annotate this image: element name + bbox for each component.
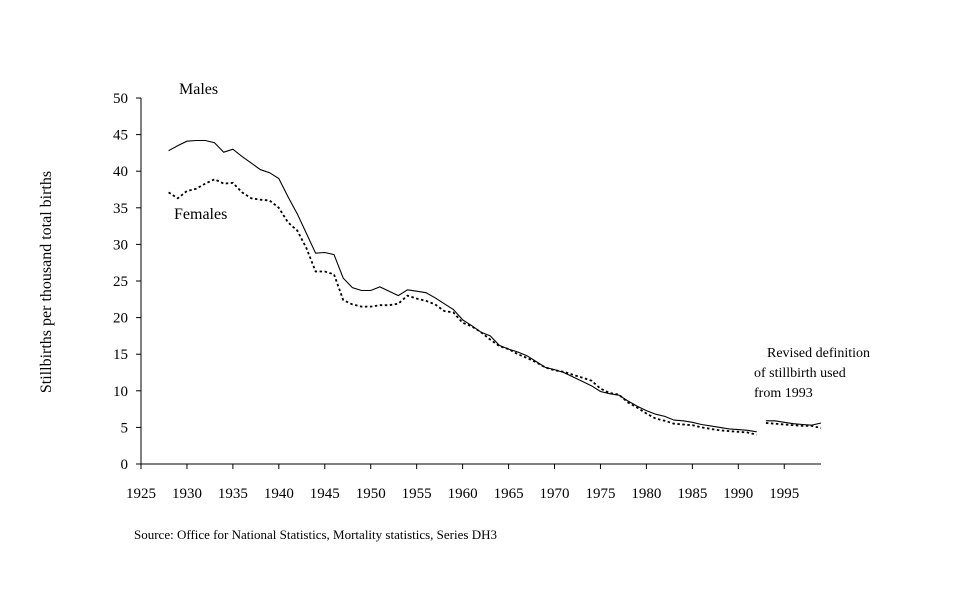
males-label: Males (179, 81, 218, 98)
x-tick-label: 1925 (126, 486, 156, 502)
x-tick-label: 1935 (218, 486, 248, 502)
y-tick-label: 15 (113, 347, 128, 363)
females-series-line (168, 178, 757, 436)
females-label: Females (174, 206, 227, 223)
x-tick-label: 1950 (356, 486, 386, 502)
x-tick-label: 1970 (540, 486, 570, 502)
y-tick-label: 30 (113, 237, 128, 253)
y-tick-label: 45 (113, 128, 128, 144)
y-tick-label: 40 (113, 164, 128, 180)
x-tick-label: 1965 (494, 486, 524, 502)
series-females (168, 178, 822, 436)
source-note: Source: Office for National Statistics, … (134, 527, 497, 542)
x-tick-label: 1995 (769, 486, 799, 502)
y-tick-label: 35 (113, 201, 128, 217)
series-layer (168, 139, 822, 436)
revision-note-line-2: of stillbirth used (754, 366, 846, 381)
x-tick-label: 1940 (264, 486, 294, 502)
x-tick-label: 1955 (402, 486, 432, 502)
x-tick-label: 1985 (677, 486, 707, 502)
revision-note-line-3: from 1993 (754, 386, 813, 401)
x-tick-label: 1975 (585, 486, 615, 502)
x-tick-label: 1980 (631, 486, 661, 502)
x-tick-label: 1960 (448, 486, 478, 502)
y-tick-label: 10 (113, 384, 128, 400)
y-tick-label: 25 (113, 274, 128, 290)
males-series-line (765, 420, 822, 426)
axes: 0 5 10 15 20 25 30 35 40 45 50 1925 1930 1935 1940 1945… (113, 91, 821, 502)
x-tick-label: 1930 (172, 486, 202, 502)
y-tick-label: 20 (113, 311, 128, 327)
y-tick-label: 5 (121, 420, 129, 436)
y-tick-label: 0 (121, 457, 129, 473)
revision-note: Revised definition of stillbirth used fr… (754, 346, 870, 401)
y-tick-label: 50 (113, 91, 128, 107)
females-series-line (765, 422, 822, 429)
males-series-line (168, 139, 757, 433)
x-tick-label: 1945 (310, 486, 340, 502)
series-males (168, 139, 822, 433)
y-axis-label: Stillbirths per thousand total births (38, 171, 55, 393)
revision-note-line-1: Revised definition (767, 346, 870, 361)
x-tick-label: 1990 (723, 486, 753, 502)
